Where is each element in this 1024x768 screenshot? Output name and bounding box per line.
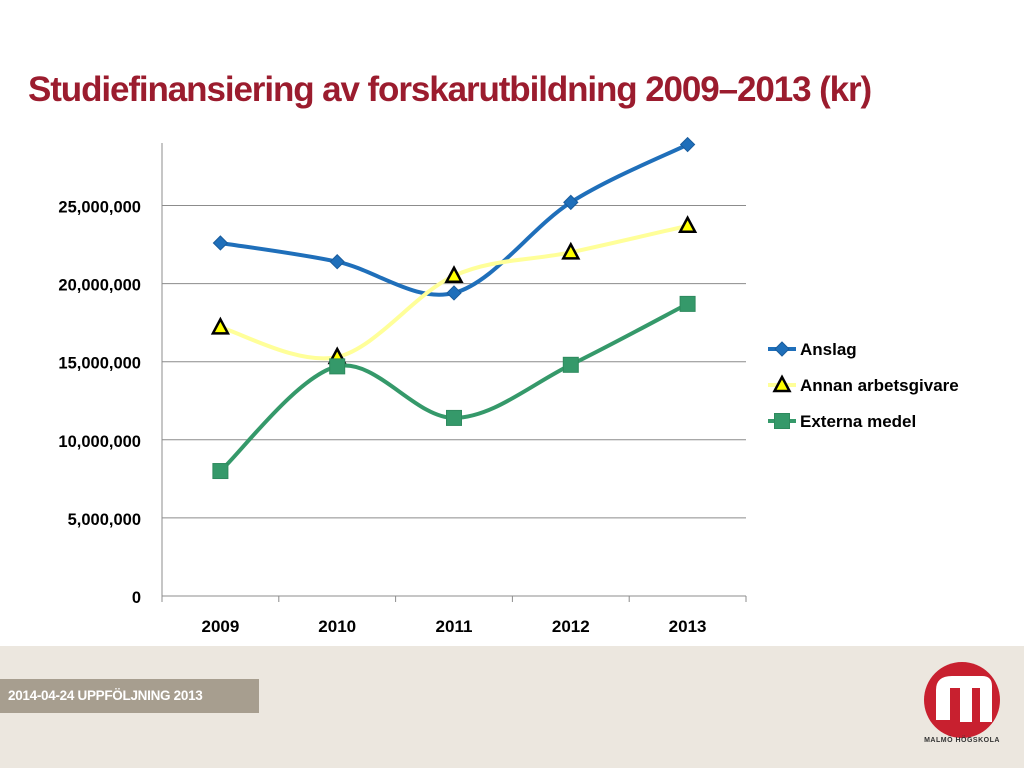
- x-tick-label: 2012: [552, 617, 590, 636]
- legend-marker: [774, 413, 790, 429]
- line-chart: 0 5,000,000 10,000,000 15,000,000 20,000,000…: [58, 136, 959, 636]
- data-point-externa-medel: [329, 358, 346, 375]
- y-tick-label: 25,000,000: [58, 198, 141, 216]
- data-point-annan-arbetsgivare: [678, 215, 698, 234]
- x-tick-label: 2010: [318, 617, 356, 636]
- logo-text: MALMÖ HÖGSKOLA: [924, 737, 1000, 744]
- y-tick-label: 15,000,000: [58, 355, 141, 373]
- data-point-anslag: [563, 194, 579, 211]
- legend-item-annan-arbetsgivare: Annan arbetsgivare: [768, 374, 959, 395]
- series-anslag: [212, 136, 696, 301]
- data-point-annan-arbetsgivare: [444, 265, 464, 284]
- x-tick-label: 2011: [436, 617, 473, 636]
- y-tick-label: 5,000,000: [68, 511, 141, 529]
- data-point-externa-medel: [446, 409, 462, 426]
- legend-item-anslag: Anslag: [768, 340, 857, 359]
- data-point-anslag: [212, 235, 229, 251]
- data-point-anslag: [446, 285, 462, 301]
- data-point-externa-medel: [562, 356, 579, 373]
- data-point-anslag: [679, 136, 696, 153]
- legend-marker: [772, 374, 792, 393]
- data-point-externa-medel: [212, 463, 229, 480]
- series-line-externa-medel: [218, 301, 690, 474]
- legend-label: Anslag: [800, 340, 857, 359]
- y-tick-label: 0: [132, 589, 141, 607]
- data-point-annan-arbetsgivare: [561, 241, 581, 260]
- legend-label: Annan arbetsgivare: [800, 376, 959, 395]
- y-tick-label: 10,000,000: [58, 433, 141, 451]
- x-tick-label: 2013: [669, 617, 707, 636]
- legend-marker: [774, 341, 790, 357]
- legend-label: Externa medel: [800, 412, 916, 431]
- data-point-anslag: [329, 254, 345, 270]
- malmo-hogskola-logo: [924, 662, 1000, 738]
- series-annan-arbetsgivare: [210, 215, 698, 365]
- data-point-externa-medel: [679, 295, 696, 312]
- series-externa-medel: [212, 295, 696, 480]
- slide-title: Studiefinansiering av forskarutbildning …: [28, 70, 872, 109]
- x-tick-label: 2009: [201, 617, 239, 636]
- y-tick-label: 20,000,000: [58, 277, 141, 295]
- data-point-annan-arbetsgivare: [210, 316, 230, 335]
- legend-item-externa-medel: Externa medel: [768, 412, 916, 431]
- footer-date-label: 2014-04-24 UPPFÖLJNING 2013: [0, 679, 259, 713]
